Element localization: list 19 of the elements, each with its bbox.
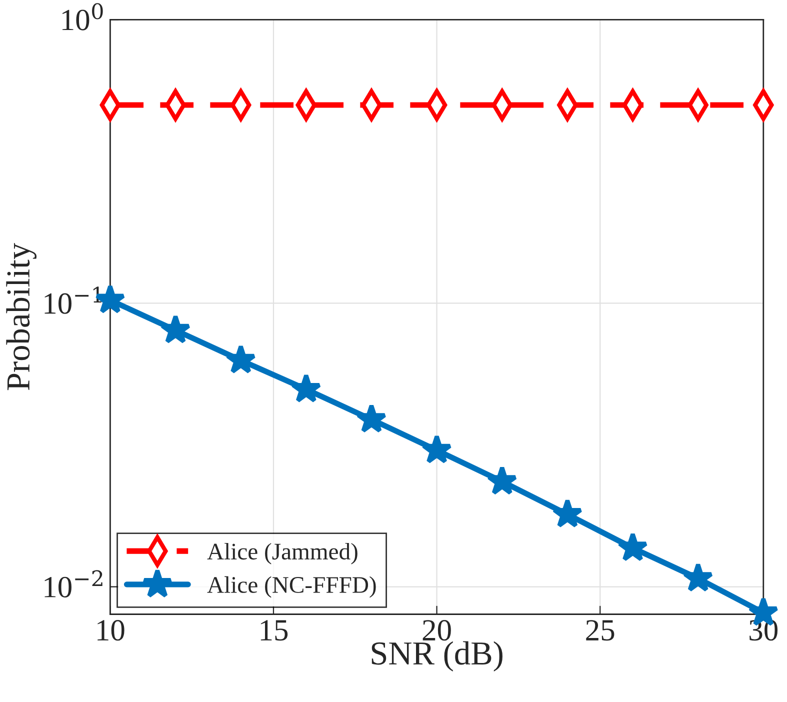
y-axis-title: Probability [6, 243, 37, 390]
x-tick-label: 10 [98, 620, 124, 641]
point [226, 344, 256, 374]
point [160, 314, 191, 344]
y-tick-label: 10$^{0}$ [62, 3, 103, 30]
x-tick-label: 25 [586, 620, 614, 641]
point [421, 434, 452, 464]
x-tick-label: 20 [422, 620, 451, 641]
point [486, 466, 518, 495]
legend-label: Alice (NC-FFFD) [207, 576, 376, 598]
point [356, 404, 387, 433]
point [682, 562, 714, 592]
x-tick-label: 15 [260, 620, 288, 641]
x-axis-title: SNR (dB) [372, 641, 502, 672]
point [552, 498, 583, 528]
point [617, 532, 648, 562]
y-tick-label: 10$^{−2}$ [44, 570, 102, 598]
point [290, 373, 322, 403]
legend-label: Alice (Jammed) [207, 542, 358, 564]
